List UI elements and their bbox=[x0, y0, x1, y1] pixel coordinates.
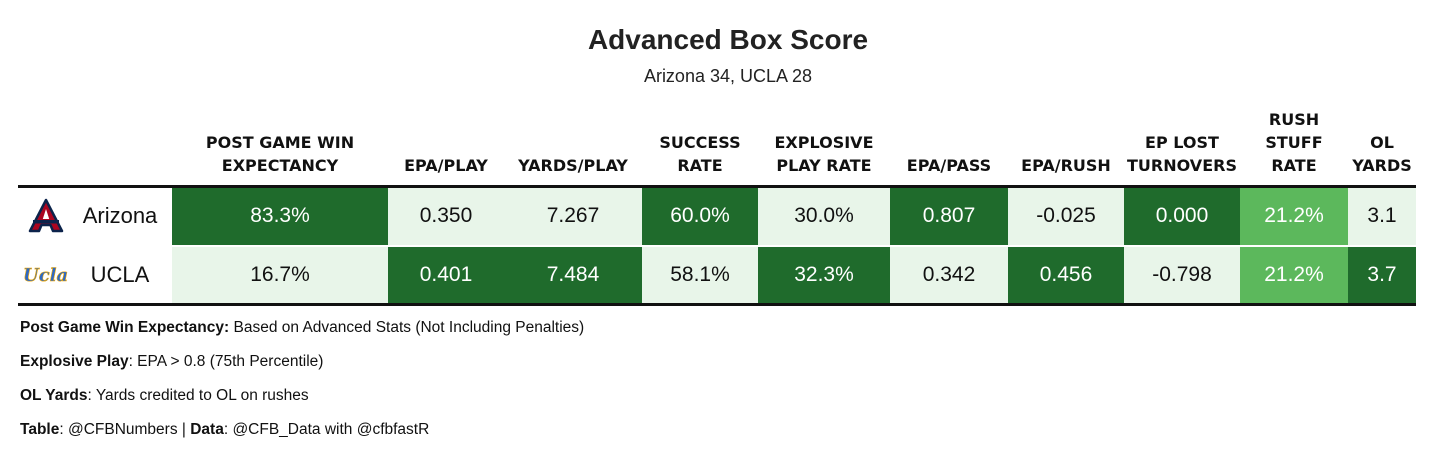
cell-success: 60.0% bbox=[642, 186, 758, 246]
footnote-line: Explosive Play: EPA > 0.8 (75th Percenti… bbox=[20, 350, 1420, 384]
column-header-stuff: RUSH STUFF RATE bbox=[1265, 110, 1323, 175]
footnote-label: Post Game Win Expectancy: bbox=[20, 319, 230, 336]
column-header-yards_play: YARDS/PLAY bbox=[518, 156, 628, 175]
footnote-line: OL Yards: Yards credited to OL on rushes bbox=[20, 384, 1420, 418]
column-header-epa_rush: EPA/RUSH bbox=[1021, 156, 1111, 175]
column-header-epa_play: EPA/PLAY bbox=[404, 156, 488, 175]
cell-wp: 83.3% bbox=[172, 186, 388, 246]
cell-epa_pass: 0.807 bbox=[890, 186, 1008, 246]
column-header-ol_yards: OL YARDS bbox=[1352, 133, 1412, 175]
ucla-logo-text: Ucla bbox=[23, 265, 68, 286]
footnote-text: : @CFBNumbers | bbox=[59, 421, 191, 438]
column-header-success: SUCCESS RATE bbox=[659, 133, 741, 175]
footnote-label: Data bbox=[190, 421, 224, 438]
footnote-label: Explosive Play bbox=[20, 353, 129, 370]
cell-yards_play: 7.484 bbox=[504, 245, 642, 305]
cell-epa_play: 0.401 bbox=[388, 245, 504, 305]
column-header-explosive: EXPLOSIVE PLAY RATE bbox=[774, 133, 874, 175]
box-score-table: POST GAME WIN EXPECTANCY EPA/PLAY YARDS/PLA… bbox=[18, 104, 1416, 306]
ucla-script-logo-icon: Ucla bbox=[18, 260, 74, 290]
team-column-header bbox=[18, 104, 172, 187]
team-name: UCLA bbox=[90, 261, 150, 287]
column-header-ep_lost: EP LOST TURNOVERS bbox=[1127, 133, 1237, 175]
chart-title: Advanced Box Score bbox=[587, 24, 869, 55]
footnote-text: : Yards credited to OL on rushes bbox=[87, 387, 309, 404]
footnote-label: OL Yards bbox=[20, 387, 88, 404]
cell-success: 58.1% bbox=[642, 245, 758, 305]
column-header-epa_pass: EPA/PASS bbox=[906, 156, 992, 175]
cell-epa_pass: 0.342 bbox=[890, 245, 1008, 305]
table-body: Arizona 83.3% 0.350 7.267 60.0% 30.0% 0.807 -0.… bbox=[18, 186, 1416, 305]
team-cell: Ucla UCLA bbox=[18, 245, 172, 305]
cell-stuff: 21.2% bbox=[1240, 186, 1348, 246]
cell-epa_play: 0.350 bbox=[388, 186, 504, 246]
footnote-line: Post Game Win Expectancy: Based on Advan… bbox=[20, 316, 1420, 350]
cell-epa_rush: -0.025 bbox=[1008, 186, 1124, 246]
footnote-text: Based on Advanced Stats (Not Including P… bbox=[229, 319, 585, 336]
team-row-arizona: Arizona 83.3% 0.350 7.267 60.0% 30.0% 0.807 -0.… bbox=[18, 186, 1416, 246]
cell-stuff: 21.2% bbox=[1240, 245, 1348, 305]
team-cell: Arizona bbox=[18, 186, 172, 246]
cell-ep_lost: -0.798 bbox=[1124, 245, 1240, 305]
cell-explosive: 32.3% bbox=[758, 245, 890, 305]
cell-wp: 16.7% bbox=[172, 245, 388, 305]
footnotes: Post Game Win Expectancy: Based on Advan… bbox=[20, 316, 1420, 452]
team-row-ucla: Ucla UCLA 16.7% 0.401 7.484 58.1% 32.3% 0.342 0.… bbox=[18, 245, 1416, 305]
cell-explosive: 30.0% bbox=[758, 186, 890, 246]
cell-epa_rush: 0.456 bbox=[1008, 245, 1124, 305]
footnote-line: Table: @CFBNumbers | Data: @CFB_Data wit… bbox=[20, 418, 1420, 452]
cell-ep_lost: 0.000 bbox=[1124, 186, 1240, 246]
header-row: POST GAME WIN EXPECTANCY EPA/PLAY YARDS/PLA… bbox=[18, 104, 1416, 187]
footnote-label: Table bbox=[20, 421, 60, 438]
footnote-text: : @CFB_Data with @cfbfastR bbox=[223, 421, 430, 438]
arizona-a-logo-icon bbox=[18, 198, 74, 234]
chart-subtitle: Arizona 34, UCLA 28 bbox=[643, 66, 813, 86]
cell-yards_play: 7.267 bbox=[504, 186, 642, 246]
team-name: Arizona bbox=[82, 203, 158, 229]
cell-ol_yards: 3.1 bbox=[1348, 186, 1416, 246]
cell-ol_yards: 3.7 bbox=[1348, 245, 1416, 305]
column-header-wp: POST GAME WIN EXPECTANCY bbox=[205, 133, 355, 175]
footnote-text: : EPA > 0.8 (75th Percentile) bbox=[128, 353, 324, 370]
